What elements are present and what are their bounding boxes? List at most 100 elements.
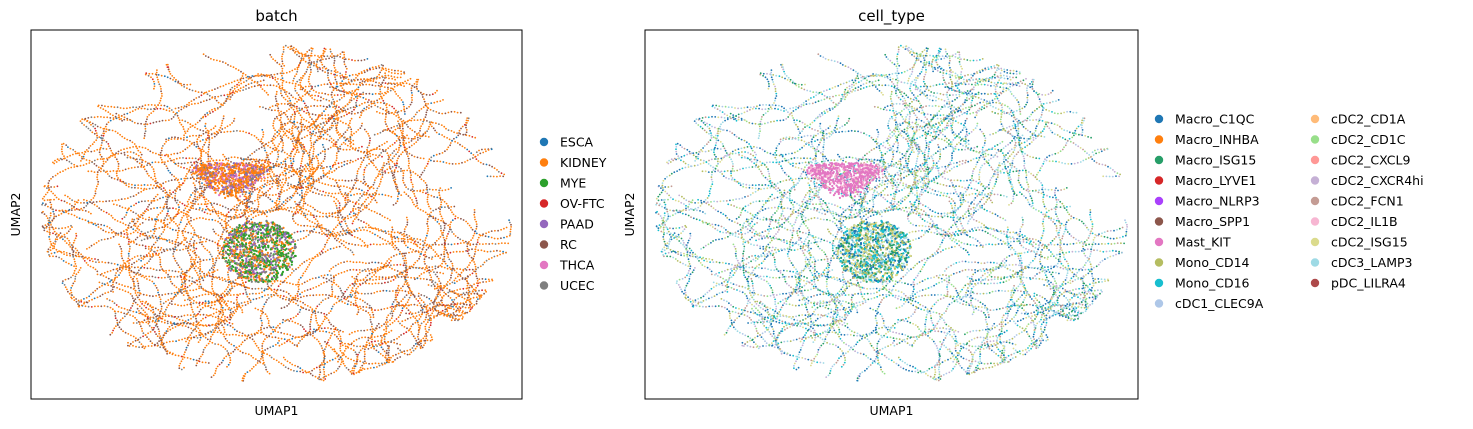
scatter-point [478,243,481,245]
scatter-point [208,90,211,92]
scatter-point [171,228,174,231]
scatter-point [380,339,383,341]
scatter-point [169,227,172,230]
scatter-point [184,239,187,241]
scatter-point [466,148,469,151]
scatter-point [195,317,197,320]
scatter-point [137,214,140,217]
scatter-point [186,167,188,170]
scatter-point [117,199,120,201]
scatter-point [322,105,325,108]
scatter-point [309,205,312,208]
scatter-point [106,270,109,273]
scatter-point [438,133,441,136]
scatter-point [165,153,168,156]
scatter-point [306,152,309,155]
scatter-point [382,166,384,169]
scatter-point [170,314,173,317]
scatter-point [146,123,149,126]
scatter-point [317,128,320,131]
scatter-point [121,317,124,320]
scatter-point [321,347,323,350]
scatter-point [232,91,234,94]
scatter-point [327,297,330,299]
scatter-point [121,206,124,209]
scatter-point [347,247,350,250]
scatter-point [84,151,87,153]
scatter-point [312,64,315,67]
scatter-point [448,258,451,261]
scatter-point [142,217,144,220]
scatter-point [95,241,98,244]
scatter-point [158,227,161,229]
scatter-point [198,208,201,211]
scatter-point [368,144,370,147]
scatter-point [496,254,499,257]
scatter-point [312,120,315,123]
scatter-point [373,164,375,167]
scatter-point [157,254,160,257]
scatter-point [443,200,446,203]
scatter-point [352,372,355,375]
scatter-point [295,302,297,305]
scatter-point [198,194,201,197]
scatter-point [168,275,171,278]
scatter-point [154,307,157,310]
scatter-point [178,290,181,293]
scatter-point [201,243,203,246]
scatter-point [440,219,442,222]
scatter-point [324,108,327,111]
scatter-point [256,84,259,87]
scatter-point [287,275,290,278]
scatter-point [197,267,200,269]
scatter-point [345,347,347,350]
scatter-point [122,230,125,233]
scatter-point [183,209,185,212]
scatter-point [324,114,327,117]
scatter-point [219,278,221,281]
scatter-point [371,261,373,264]
scatter-point [62,170,64,173]
scatter-point [273,144,276,147]
scatter-point [298,112,300,115]
scatter-point [354,112,356,115]
scatter-point [340,298,343,301]
scatter-point [294,85,297,87]
scatter-point [424,263,426,265]
scatter-point [303,200,305,203]
scatter-point [261,212,264,214]
scatter-point [340,340,343,343]
scatter-point [434,265,437,268]
scatter-point [477,160,480,162]
scatter-point [266,181,269,184]
scatter-point [52,192,54,195]
scatter-point [181,281,184,283]
scatter-point [294,296,297,299]
scatter-point [180,268,183,271]
scatter-point [346,113,348,116]
scatter-point [439,236,442,238]
scatter-point [303,128,306,131]
scatter-point [408,296,411,299]
scatter-point [373,347,375,350]
scatter-point [199,336,202,339]
scatter-point [392,301,395,303]
scatter-point [352,253,355,256]
scatter-point [286,207,289,209]
scatter-point [124,315,126,318]
scatter-point [179,151,182,154]
scatter-point [106,305,109,308]
scatter-point [443,224,446,227]
scatter-point [331,91,333,94]
scatter-point [440,253,443,256]
scatter-point [464,306,467,309]
scatter-point [449,223,451,226]
scatter-point [377,175,379,178]
scatter-point [211,255,213,258]
scatter-point [389,306,392,309]
scatter-point [382,79,385,82]
scatter-point [289,300,292,303]
scatter-point [297,281,300,283]
scatter-point [287,292,290,295]
scatter-point [213,266,216,269]
